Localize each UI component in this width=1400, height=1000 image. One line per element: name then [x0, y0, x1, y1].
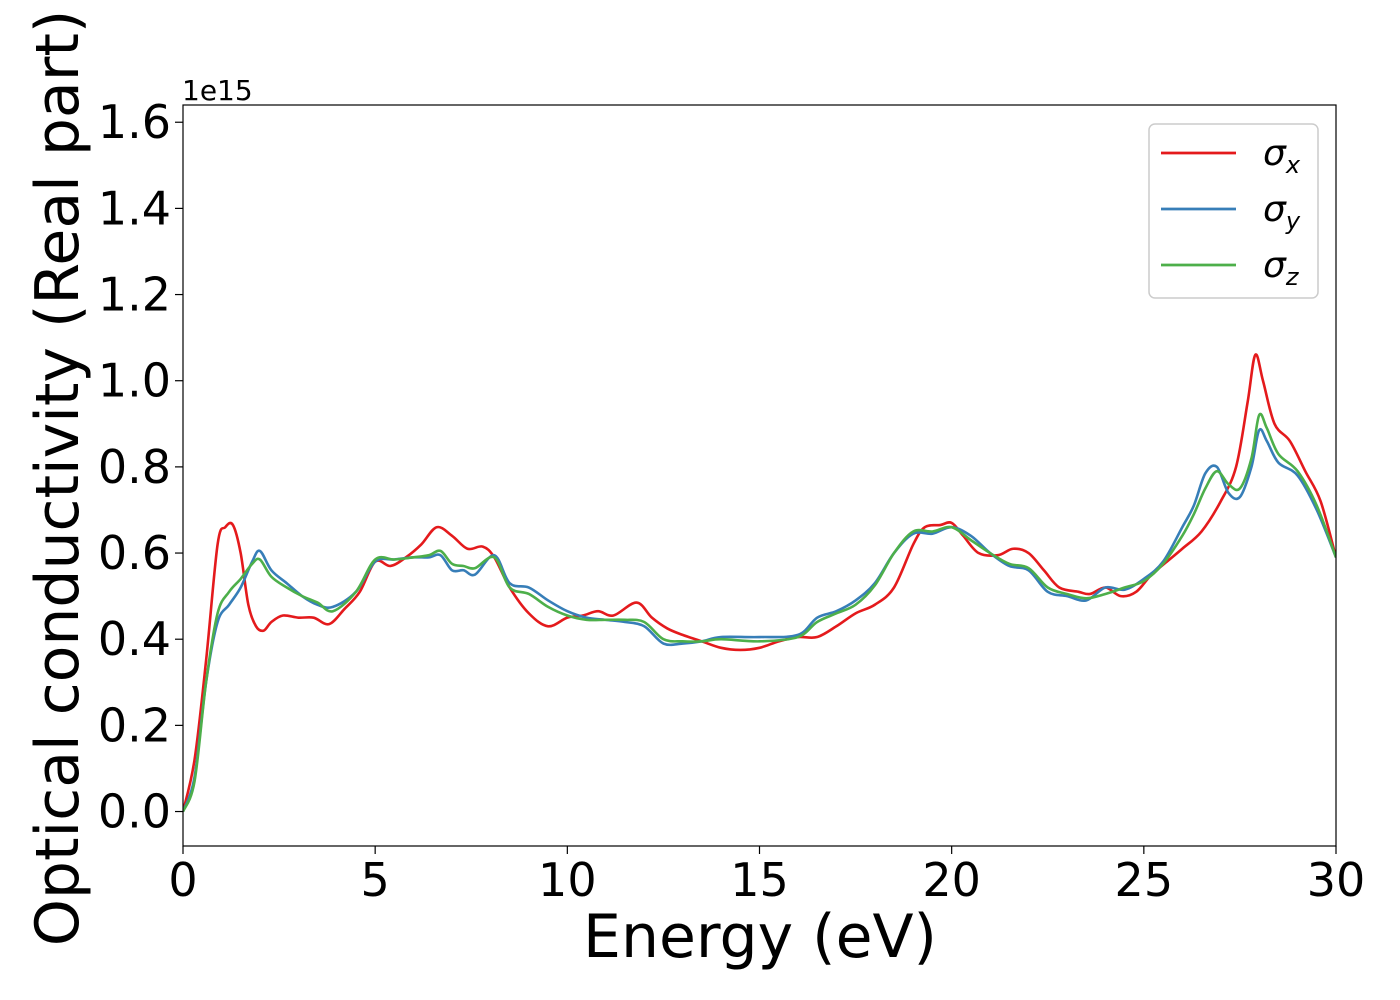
legend-subscript: z [1285, 263, 1300, 291]
series-line-z [183, 412, 1336, 813]
y-axis-label: Optical conductivity (Real part) [23, 10, 93, 947]
series-line-x [183, 353, 1336, 812]
x-tick-label: 15 [730, 853, 789, 907]
legend-subscript: y [1285, 207, 1301, 235]
legend-subscript: x [1285, 151, 1301, 179]
legend-box [1148, 123, 1319, 299]
series-layer [183, 353, 1336, 813]
axes-layer: 0 5 10 15 20 25 30 0.0 0.2 0.4 0.6 0.8 1.0 1.2 1.4 1.6 [98, 95, 1365, 907]
legend-symbol: σ [1263, 189, 1287, 230]
x-tick-label: 10 [538, 853, 597, 907]
x-tick-label: 0 [168, 853, 197, 907]
y-tick-label: 1.4 [98, 181, 171, 235]
x-tick-label: 25 [1115, 853, 1174, 907]
legend-label-x: σx [1263, 133, 1301, 179]
y-tick-label: 0.8 [98, 440, 171, 494]
y-tick-label: 0.2 [98, 698, 171, 752]
y-tick-label: 1.0 [98, 354, 171, 408]
y-tick-label: 1.6 [98, 95, 171, 149]
legend-symbol: σ [1263, 133, 1287, 174]
legend-label-z: σz [1263, 245, 1300, 291]
y-tick-label: 0.6 [98, 526, 171, 580]
y-tick-label: 0.0 [98, 785, 171, 839]
x-tick-label: 30 [1307, 853, 1366, 907]
series-line-y [183, 427, 1336, 812]
x-tick-label: 20 [922, 853, 981, 907]
y-tick-label: 1.2 [98, 268, 171, 322]
legend-symbol: σ [1263, 245, 1287, 286]
legend-label-y: σy [1263, 189, 1301, 235]
x-tick-label: 5 [361, 853, 390, 907]
y-offset-label: 1e15 [182, 74, 253, 107]
y-tick-label: 0.4 [98, 612, 171, 666]
x-axis-label: Energy (eV) [583, 902, 937, 972]
